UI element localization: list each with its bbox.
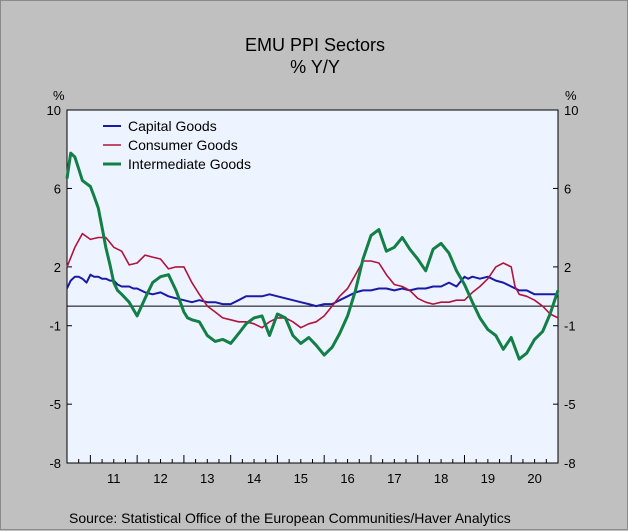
y-tick-label-right: -1 [564,319,576,334]
intermediate-goods-line [65,151,560,361]
x-tick-label: 15 [294,471,308,486]
x-tick-label: 20 [527,471,541,486]
y-tick-label-left: 10 [47,103,61,118]
y-tick-label-left: -1 [49,319,61,334]
legend-label-intermediate-goods: Intermediate Goods [128,156,251,172]
y-tick-label-left: -5 [49,397,61,412]
consumer-goods-line [66,232,559,329]
y-tick-label-left: 2 [54,260,61,275]
y-tick-label-right: 10 [564,103,578,118]
chart-subtitle: % Y/Y [290,57,340,77]
x-tick-label: 19 [481,471,495,486]
x-tick-label: 17 [387,471,401,486]
chart-title: EMU PPI Sectors [245,35,385,55]
x-tick-label: 16 [340,471,354,486]
legend-label-capital-goods: Capital Goods [128,118,217,134]
plot-area [66,109,559,464]
x-tick-label: 18 [434,471,448,486]
source-note: Source: Statistical Office of the Europe… [69,510,511,526]
x-tick-label: 12 [153,471,167,486]
y-tick-label-left: -8 [49,456,61,471]
x-tick-label: 11 [107,471,121,486]
x-tick-label: 13 [200,471,214,486]
y-tick-label-right: -8 [564,456,576,471]
y-unit-left: % [53,88,65,103]
x-tick-label: 14 [247,471,261,486]
y-tick-label-right: -5 [564,397,576,412]
axis-ticks: 10 10 6 6 2 2 -1 -1 -5 -5 -8 -8 11 12 13 14 15 16 17 18 19 20 [47,103,579,486]
y-tick-label-left: 6 [54,181,61,196]
y-tick-label-right: 6 [564,181,571,196]
legend-label-consumer-goods: Consumer Goods [128,137,238,153]
series-lines [65,151,560,361]
legend: Capital Goods Consumer Goods Intermediate … [103,118,251,172]
y-unit-right: % [565,88,577,103]
y-tick-label-right: 2 [564,260,571,275]
